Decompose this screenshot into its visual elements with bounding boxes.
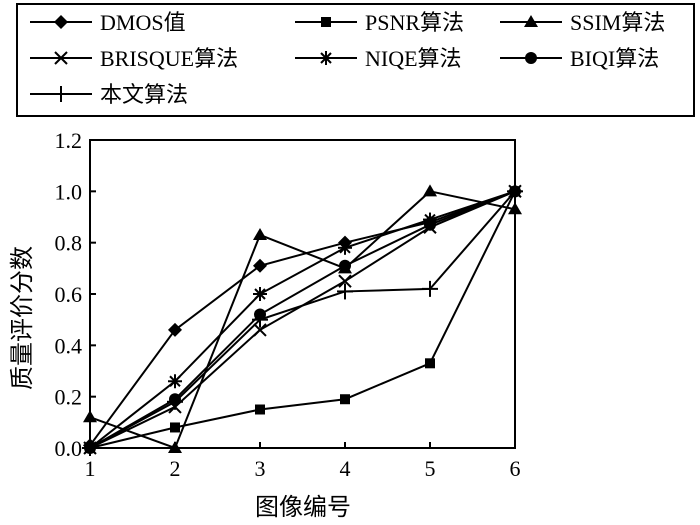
- x-axis-title: 图像编号: [255, 494, 351, 521]
- series-1: [83, 184, 522, 453]
- legend: DMOS值 PSNR算法 SSIM算法 BRISQUE算法 NIQE算法 BIQI算法本文…: [16, 3, 695, 117]
- legend-marker: [524, 15, 538, 27]
- series-line: [89, 190, 516, 449]
- series-line: [89, 190, 516, 449]
- series-line: [89, 190, 516, 449]
- legend-entry: PSNR算法: [295, 10, 464, 35]
- data-point: [253, 227, 267, 240]
- legend-label: SSIM算法: [570, 10, 665, 35]
- data-point: [337, 283, 353, 300]
- x-tick-label: 6: [510, 456, 521, 481]
- legend-marker: [525, 52, 537, 64]
- legend-marker: [54, 15, 68, 29]
- data-point: [253, 287, 267, 301]
- data-point: [253, 258, 267, 273]
- plot-frame: [89, 139, 516, 449]
- data-point: [507, 183, 523, 200]
- data-point: [340, 394, 350, 405]
- x-tick-label: 5: [425, 456, 436, 481]
- data-point: [253, 323, 267, 337]
- x-tick-label: 2: [170, 456, 181, 481]
- legend-entry: SSIM算法: [500, 10, 665, 35]
- data-point: [168, 441, 182, 453]
- legend-label: BRISQUE算法: [100, 46, 238, 71]
- x-tick-label: 1: [85, 456, 96, 481]
- legend-marker: [54, 51, 68, 65]
- data-point: [255, 404, 265, 415]
- legend-entry: DMOS值: [30, 10, 186, 35]
- legend-label: PSNR算法: [365, 10, 464, 35]
- y-tick-label: 0.6: [55, 282, 83, 307]
- data-point: [338, 274, 352, 288]
- data-point: [168, 374, 182, 389]
- data-point: [422, 280, 438, 297]
- data-point: [423, 184, 437, 197]
- data-point: [425, 358, 435, 369]
- series-6: [84, 185, 521, 454]
- y-tick-label: 0.4: [55, 333, 83, 358]
- y-tick-label: 1.0: [55, 179, 83, 204]
- legend-entry: BRISQUE算法: [30, 46, 238, 71]
- legend-label: DMOS值: [100, 10, 186, 35]
- data-point: [508, 202, 522, 215]
- y-tick-label: 0.2: [55, 385, 83, 410]
- legend-marker: [321, 17, 331, 27]
- x-tick-label: 3: [255, 456, 266, 481]
- data-point: [170, 422, 180, 433]
- y-tick-label: 1.2: [55, 128, 83, 153]
- legend-entry: BIQI算法: [500, 46, 659, 71]
- data-point: [252, 311, 268, 328]
- series-line: [89, 190, 516, 447]
- legend-marker: [53, 86, 69, 102]
- series-line: [89, 190, 516, 449]
- legend-entry: 本文算法: [30, 82, 188, 107]
- y-tick-label: 0.8: [55, 231, 83, 256]
- data-point: [424, 218, 436, 231]
- legend-entry: NIQE算法: [295, 46, 462, 71]
- x-tick-label: 4: [340, 456, 351, 481]
- plot-area: [82, 183, 523, 456]
- y-tick-label: 0.0: [55, 436, 83, 461]
- series-7: [82, 183, 523, 456]
- data-point: [338, 240, 352, 255]
- data-point: [83, 410, 97, 423]
- data-point: [168, 322, 182, 337]
- y-axis-title: 质量评价分数: [9, 246, 36, 390]
- data-point: [167, 393, 183, 410]
- legend-label: BIQI算法: [570, 46, 659, 71]
- legend-label: 本文算法: [100, 82, 188, 107]
- series-line: [89, 190, 516, 450]
- legend-marker: [319, 51, 333, 65]
- series-3: [83, 184, 522, 453]
- data-point: [82, 440, 98, 456]
- legend-label: NIQE算法: [365, 46, 462, 71]
- data-point: [339, 259, 351, 272]
